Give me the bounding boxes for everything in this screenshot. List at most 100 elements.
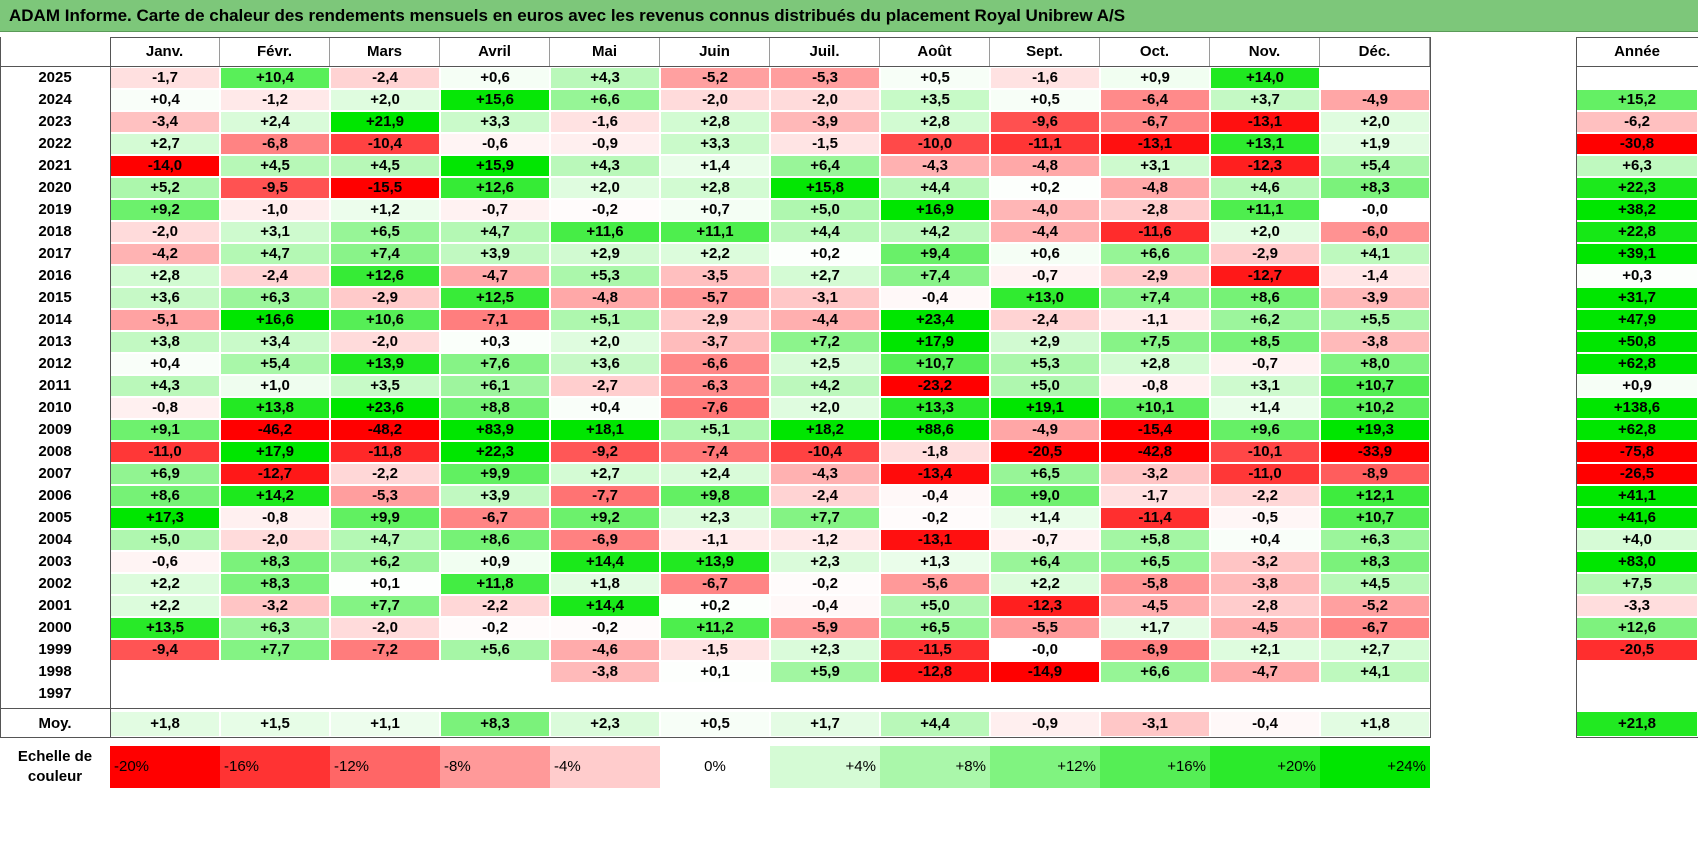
annual-cell: +41,1 (1577, 486, 1697, 506)
heatmap-cell: +7,5 (1101, 332, 1209, 352)
heatmap-cell: -12,8 (881, 662, 989, 682)
heatmap-cell (881, 684, 989, 704)
heatmap-cell: +0,2 (991, 178, 1099, 198)
heatmap-cell: -4,8 (991, 156, 1099, 176)
grid-left-line (110, 37, 111, 738)
heatmap-cell: +1,3 (881, 552, 989, 572)
heatmap-cell: -1,6 (991, 68, 1099, 88)
annual-cell: +15,2 (1577, 90, 1697, 110)
average-cell: -3,1 (1101, 712, 1209, 736)
heatmap-cell: -2,2 (331, 464, 439, 484)
heatmap-cell: -2,9 (331, 288, 439, 308)
heatmap-cell: -2,0 (331, 618, 439, 638)
heatmap-cell: +5,0 (991, 376, 1099, 396)
heatmap-cell: +17,9 (221, 442, 329, 462)
heatmap-cell: -4,7 (441, 266, 549, 286)
heatmap-cell: +10,2 (1321, 398, 1429, 418)
year-label: 2010 (38, 399, 72, 416)
heatmap-cell: +5,4 (1321, 156, 1429, 176)
heatmap-cell: -10,1 (1211, 442, 1319, 462)
year-label: 2008 (38, 443, 72, 460)
annual-cell: +138,6 (1577, 398, 1697, 418)
heatmap-cell: -3,7 (661, 332, 769, 352)
heatmap-cell: -0,4 (881, 486, 989, 506)
year-label: 2025 (38, 69, 72, 86)
grid-right-line (1430, 37, 1431, 738)
heatmap-cell: -2,0 (221, 530, 329, 550)
heatmap-cell: +2,3 (661, 508, 769, 528)
heatmap-cell: +2,9 (991, 332, 1099, 352)
average-annual-cell: +21,8 (1577, 712, 1697, 736)
heatmap-cell: +6,5 (881, 618, 989, 638)
scale-swatch: +12% (990, 746, 1100, 788)
heatmap-cell: -5,2 (661, 68, 769, 88)
year-label: 2001 (38, 597, 72, 614)
month-header: Sept. (990, 37, 1100, 67)
heatmap-cell: +2,8 (1101, 354, 1209, 374)
heatmap-cell: +4,6 (1211, 178, 1319, 198)
heatmap-cell: +0,9 (441, 552, 549, 572)
heatmap-cell: +1,7 (1101, 618, 1209, 638)
heatmap-cell: +8,8 (441, 398, 549, 418)
heatmap-cell: -0,2 (881, 508, 989, 528)
heatmap-cell: -10,4 (331, 134, 439, 154)
heatmap-cell: +6,4 (771, 156, 879, 176)
heatmap-cell: +3,3 (661, 134, 769, 154)
average-bottom-line (0, 737, 1430, 738)
heatmap-cell: +2,0 (1321, 112, 1429, 132)
heatmap-cell: -7,1 (441, 310, 549, 330)
heatmap-cell: +2,7 (551, 464, 659, 484)
heatmap-cell: -2,0 (111, 222, 219, 242)
heatmap-cell: -3,8 (551, 662, 659, 682)
heatmap-cell: -3,9 (1321, 288, 1429, 308)
heatmap-cell: -4,0 (991, 200, 1099, 220)
heatmap-cell: -2,4 (771, 486, 879, 506)
heatmap-cell: -0,9 (551, 134, 659, 154)
heatmap-cell: -6,8 (221, 134, 329, 154)
heatmap-cell: +1,0 (221, 376, 329, 396)
heatmap-cell: +23,4 (881, 310, 989, 330)
heatmap-cell: +18,2 (771, 420, 879, 440)
heatmap-cell: +13,9 (331, 354, 439, 374)
heatmap-cell: -1,2 (771, 530, 879, 550)
heatmap-cell: -46,2 (221, 420, 329, 440)
heatmap-cell: +7,7 (331, 596, 439, 616)
heatmap-cell (1211, 684, 1319, 704)
heatmap-cell: +7,4 (1101, 288, 1209, 308)
heatmap-cell (771, 684, 879, 704)
heatmap-cell: +2,9 (551, 244, 659, 264)
heatmap-cell: -3,8 (1321, 332, 1429, 352)
annual-left-line (1576, 37, 1577, 738)
heatmap-cell: +5,0 (881, 596, 989, 616)
heatmap-cell: +2,3 (771, 640, 879, 660)
annual-cell: +4,0 (1577, 530, 1697, 550)
heatmap-cell: -6,7 (1101, 112, 1209, 132)
heatmap-cell (221, 684, 329, 704)
heatmap-cell: -0,7 (441, 200, 549, 220)
heatmap-cell: +0,5 (881, 68, 989, 88)
heatmap-cell: +4,1 (1321, 244, 1429, 264)
heatmap-cell: +9,9 (331, 508, 439, 528)
scale-swatch: +20% (1210, 746, 1320, 788)
annual-cell (1577, 662, 1697, 682)
heatmap-cell: +2,7 (1321, 640, 1429, 660)
heatmap-cell: +6,2 (1211, 310, 1319, 330)
heatmap-cell (331, 684, 439, 704)
heatmap-cell: +12,6 (331, 266, 439, 286)
heatmap-cell: -12,7 (221, 464, 329, 484)
year-label: 2016 (38, 267, 72, 284)
heatmap-cell: -3,2 (1211, 552, 1319, 572)
heatmap-cell: +8,6 (1211, 288, 1319, 308)
annual-cell (1577, 68, 1697, 88)
heatmap-cell: +3,5 (881, 90, 989, 110)
month-header: Juil. (770, 37, 880, 67)
heatmap-cell: -11,0 (111, 442, 219, 462)
heatmap-cell: +2,8 (881, 112, 989, 132)
annual-cell: +50,8 (1577, 332, 1697, 352)
heatmap-cell: +10,6 (331, 310, 439, 330)
month-header: Déc. (1320, 37, 1430, 67)
scale-swatch: -4% (550, 746, 660, 788)
heatmap-cell: +2,0 (1211, 222, 1319, 242)
heatmap-cell: -9,2 (551, 442, 659, 462)
heatmap-cell: +8,3 (221, 574, 329, 594)
